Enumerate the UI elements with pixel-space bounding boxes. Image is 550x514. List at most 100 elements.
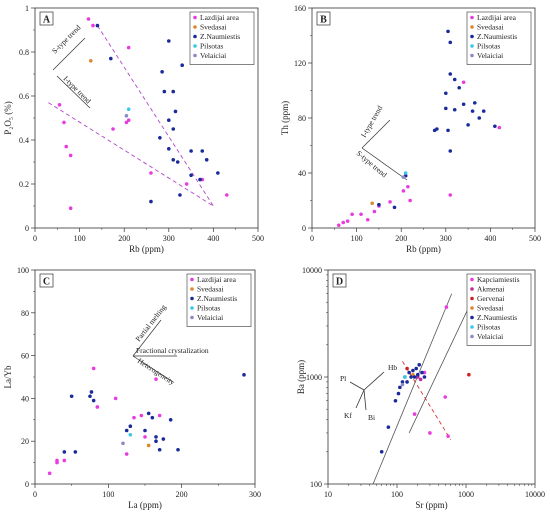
- data-point: [180, 63, 184, 67]
- data-point: [405, 380, 409, 384]
- legend-entry: Svedasai: [477, 23, 504, 32]
- y-tick-label: 0.8: [19, 48, 29, 57]
- x-axis-label: Rb (ppm): [129, 244, 164, 254]
- data-point: [88, 394, 92, 399]
- x-axis-label: Rb (ppm): [406, 244, 441, 254]
- legend: Lazdijai areaSvedasaiZ.NaumiestisPilsota…: [466, 11, 532, 65]
- data-point: [121, 441, 125, 446]
- data-point: [407, 370, 411, 375]
- trend-line: [48, 102, 214, 207]
- legend-entry: Svedasai: [197, 285, 224, 294]
- legend-marker: [190, 306, 194, 310]
- i-type-trend-label: I-type trend: [359, 104, 385, 139]
- legend-marker: [470, 277, 474, 282]
- legend-entry: Pilsotas: [477, 42, 500, 51]
- legend-marker: [470, 325, 474, 329]
- legend-entry: Akmenai: [477, 285, 505, 294]
- data-point: [57, 103, 62, 107]
- data-point: [162, 89, 167, 94]
- data-point: [157, 447, 162, 452]
- series-velaiciai: [400, 382, 405, 387]
- data-point: [89, 390, 94, 394]
- data-point: [95, 405, 100, 409]
- data-point: [143, 435, 147, 439]
- data-point: [422, 370, 427, 375]
- data-point: [452, 107, 457, 112]
- data-point: [178, 193, 182, 197]
- data-point: [124, 428, 129, 433]
- vector-arrow: [355, 389, 365, 409]
- x-tick-label: 100: [74, 234, 86, 243]
- data-point: [224, 193, 229, 197]
- vector-label-kf: Kf: [344, 411, 352, 420]
- data-point: [171, 158, 176, 162]
- y-tick-label: 20: [21, 437, 29, 446]
- series-lazdijai-area: [57, 17, 229, 210]
- legend-marker: [470, 315, 474, 320]
- data-point: [200, 149, 205, 153]
- reference-line: [408, 306, 470, 434]
- data-point: [47, 471, 52, 476]
- i-type-trend-label: I-type trend: [62, 74, 93, 105]
- data-point: [412, 375, 417, 379]
- data-point: [189, 149, 193, 153]
- data-point: [446, 29, 450, 34]
- data-point: [409, 375, 413, 379]
- data-point: [167, 118, 171, 122]
- data-point: [418, 377, 423, 382]
- data-point: [392, 205, 397, 210]
- data-point: [435, 127, 439, 131]
- legend-marker: [470, 25, 474, 29]
- y-tick-label: 0.6: [19, 92, 29, 101]
- series-pilsotas: [128, 432, 133, 437]
- data-point: [173, 109, 178, 114]
- data-point: [422, 375, 427, 379]
- y-axis-label: P₂O₅ (%): [3, 101, 13, 135]
- legend-marker: [193, 53, 197, 58]
- x-tick-label: 500: [252, 234, 264, 243]
- data-point: [113, 396, 118, 401]
- fractional-crystalization-label: Fractional crystalization: [136, 346, 209, 355]
- data-point: [377, 202, 381, 207]
- panel-letter: D: [332, 273, 347, 288]
- legend-marker: [470, 15, 474, 20]
- data-point: [126, 107, 131, 111]
- data-point: [68, 153, 73, 158]
- legend-marker: [470, 334, 474, 339]
- series-z-naumiestis: [62, 304, 246, 454]
- data-point: [124, 452, 129, 456]
- data-point: [167, 147, 171, 151]
- data-point: [446, 434, 450, 438]
- data-point: [398, 385, 402, 390]
- data-point: [448, 40, 453, 45]
- series-pilsotas: [126, 107, 131, 111]
- y-axis-label: Ba (ppm): [296, 360, 306, 394]
- data-point: [146, 411, 151, 416]
- data-point: [401, 189, 406, 193]
- data-point: [400, 380, 405, 384]
- x-tick-label: 400: [484, 234, 496, 243]
- x-tick-label: 0: [33, 490, 37, 499]
- data-point: [216, 171, 220, 175]
- trend-label-stroke: [56, 75, 91, 109]
- data-point: [448, 72, 453, 76]
- data-point: [132, 415, 136, 420]
- data-point: [415, 372, 420, 377]
- legend: Lazdijai areaSvedasaiZ.NaumiestisPilsota…: [186, 273, 252, 327]
- data-point: [405, 366, 409, 371]
- data-point: [359, 212, 363, 217]
- data-point: [466, 123, 470, 127]
- y-tick-label: 1: [25, 4, 29, 13]
- data-point: [55, 458, 59, 463]
- legend-box: [466, 11, 532, 65]
- data-point: [443, 395, 448, 399]
- panel-letter-text: A: [43, 15, 51, 26]
- y-tick-label: 80: [21, 309, 29, 318]
- y-tick-label: 40: [298, 169, 306, 178]
- panel-letter-text: D: [336, 277, 343, 288]
- panel-c: C 0 100 200 300 0 20 40 60 80 100 La (ppm) La/Yb Part…: [3, 266, 261, 510]
- legend-entry: Velaiciai: [477, 332, 503, 341]
- data-point: [91, 398, 96, 403]
- data-point: [160, 70, 164, 74]
- x-axis-label: Sr (ppm): [415, 500, 447, 510]
